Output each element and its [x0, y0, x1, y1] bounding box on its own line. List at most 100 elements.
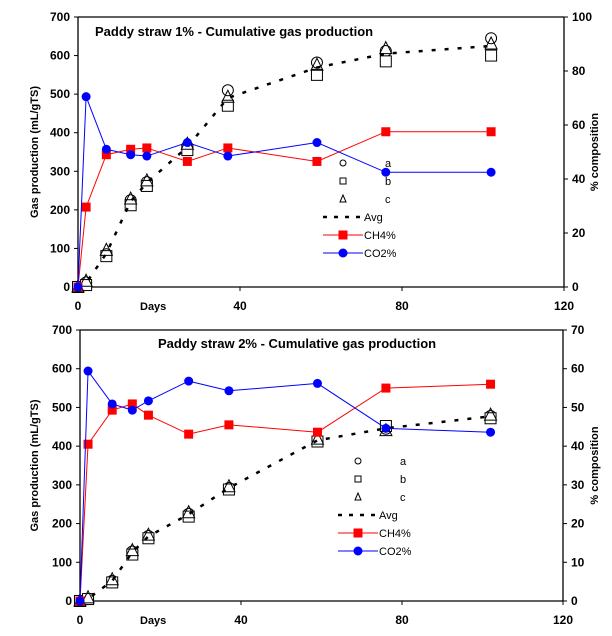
chart-1: 0 100 200 300 400 500 600 700 0 20 40 60 80 100 0 40 80 1…: [29, 10, 601, 313]
series-ch4--point: [126, 144, 136, 154]
series-c-point: [141, 527, 156, 541]
series-co2--point: [126, 150, 136, 160]
y2-tick-label: 20: [571, 517, 585, 531]
x-tick-label: 120: [554, 299, 574, 313]
series-c-point: [222, 478, 236, 493]
series-c-point: [483, 407, 498, 421]
x-tick-label: 80: [395, 299, 409, 313]
legend-swatch-triangle: [354, 491, 362, 501]
y-tick-label: 500: [52, 400, 72, 414]
series-b-point: [485, 49, 498, 62]
series-co2--point: [81, 92, 91, 102]
y2-tick-label: 40: [572, 172, 586, 186]
y2-tick-label: 20: [572, 226, 586, 240]
series-ch4--point: [381, 383, 391, 393]
series-co2--point: [312, 378, 322, 388]
series-ch4--point: [312, 156, 322, 166]
y-tick-label: 600: [52, 362, 72, 376]
legend-swatch-marker: [353, 546, 363, 556]
series-ch4--point: [184, 429, 194, 439]
y-tick-label: 0: [65, 594, 72, 608]
chart-title: Paddy straw 2% - Cumulative gas producti…: [158, 336, 436, 351]
series-b-point: [106, 576, 119, 589]
series-b-point: [124, 199, 137, 212]
series-ch4-: [73, 127, 496, 292]
y2-tick-label: 70: [571, 323, 585, 337]
series-ch4--line: [77, 131, 492, 288]
series-ch4--point: [182, 156, 192, 166]
series-c-point: [81, 589, 95, 604]
y-tick-label: 700: [52, 323, 72, 337]
series-avg-line: [79, 415, 491, 603]
series-co2--point: [486, 427, 496, 437]
series-co2--point: [73, 282, 83, 292]
series-b-point: [222, 483, 235, 496]
series-co2--point: [381, 423, 391, 433]
legend-label: CO2%: [379, 546, 412, 558]
y-axis-label: Gas production (mL/gTS): [29, 399, 41, 531]
legend-swatch-triangle: [339, 193, 347, 203]
series-co2--point: [143, 396, 153, 406]
series-ch4--line: [79, 383, 491, 602]
series-b-point: [379, 55, 392, 68]
legend-swatch-marker: [338, 230, 348, 240]
x-tick-label: 80: [395, 613, 409, 627]
series-c-point: [484, 35, 498, 50]
y-tick-label: 300: [50, 164, 70, 178]
y2-tick-label: 30: [571, 478, 585, 492]
series-co2--point: [486, 167, 496, 177]
y2-tick-label: 80: [572, 64, 586, 78]
legend-label: c: [400, 492, 406, 504]
series-c-point: [378, 40, 393, 55]
legend-swatch-circle: [339, 159, 347, 167]
legend-label: a: [385, 158, 392, 170]
series-co2--line: [77, 96, 492, 288]
y2-axis-label: % composition: [589, 426, 601, 505]
series-avg-line: [77, 44, 492, 289]
y2-tick-label: 10: [571, 555, 585, 569]
y-tick-label: 300: [52, 478, 72, 492]
legend-label: b: [385, 176, 391, 188]
x-axis-label: Days: [140, 615, 166, 627]
series-co2--point: [75, 596, 85, 606]
series-c-point: [310, 431, 325, 445]
legend-swatch-marker: [338, 248, 348, 258]
series-co2--line: [79, 369, 491, 602]
series-co2--point: [312, 138, 322, 148]
series-a: [74, 409, 497, 607]
y-tick-label: 400: [50, 126, 70, 140]
y-tick-label: 700: [50, 10, 70, 24]
y-tick-label: 500: [50, 87, 70, 101]
series-b: [74, 412, 497, 607]
series-ch4--point: [107, 405, 117, 415]
series-b-point: [142, 532, 155, 545]
series-c-point: [310, 57, 324, 71]
series-ch4--point: [142, 143, 152, 153]
series-co2-: [75, 366, 496, 606]
y-tick-label: 200: [52, 517, 72, 531]
x-tick-label: 40: [233, 299, 247, 313]
series-co2--point: [83, 366, 93, 376]
y2-tick-label: 100: [572, 10, 592, 24]
series-b: [72, 49, 498, 293]
series-c-point: [99, 242, 114, 256]
series-avg: [79, 415, 491, 603]
series-ch4--point: [486, 127, 496, 137]
series-co2--point: [184, 376, 194, 386]
series-avg: [77, 44, 492, 289]
series-co2--point: [107, 399, 117, 409]
series-co2--point: [223, 151, 233, 161]
x-tick-label: 40: [234, 613, 248, 627]
series-co2--point: [182, 138, 192, 148]
series-co2--point: [381, 167, 391, 177]
legend-label: b: [400, 474, 406, 486]
series-ch4--point: [223, 143, 233, 153]
series-c: [71, 35, 498, 293]
x-axis-label: Days: [140, 301, 166, 313]
legend-swatch-circle: [354, 457, 362, 465]
series-b-point: [484, 412, 497, 425]
series-a: [72, 32, 498, 293]
